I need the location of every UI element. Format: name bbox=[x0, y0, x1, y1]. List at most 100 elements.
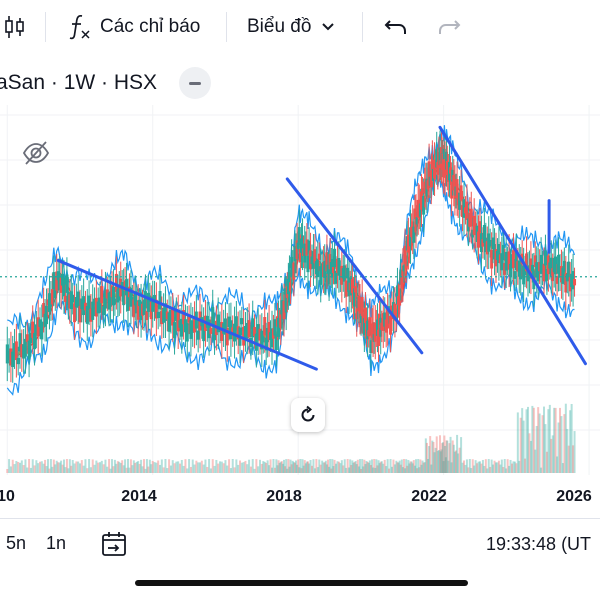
refresh-icon bbox=[301, 405, 315, 422]
volume-bar bbox=[300, 468, 303, 473]
volume-bar bbox=[111, 459, 113, 473]
chart-type-button[interactable]: Biểu đồ bbox=[247, 8, 335, 46]
volume-bar bbox=[342, 465, 345, 473]
volume-bar bbox=[263, 461, 266, 473]
volume-bar bbox=[233, 467, 236, 473]
volume-bar bbox=[386, 459, 389, 473]
candle-body bbox=[169, 309, 173, 321]
volume-bar bbox=[305, 461, 308, 473]
candle-body bbox=[256, 324, 260, 340]
volume-bar bbox=[128, 467, 131, 473]
candle-body bbox=[554, 256, 558, 275]
volume-bar bbox=[75, 461, 78, 473]
trendline-drawing bbox=[285, 177, 424, 355]
volume-bar bbox=[93, 464, 96, 473]
candle-body bbox=[96, 301, 100, 314]
undo-button[interactable] bbox=[383, 8, 409, 46]
volume-bar bbox=[352, 462, 355, 473]
candle-body bbox=[31, 321, 35, 338]
candle-body bbox=[344, 280, 348, 297]
symbol-legend: aSan · 1W · HSX bbox=[0, 64, 212, 102]
candle-body bbox=[282, 300, 286, 320]
time-axis: 10 2014 2018 2022 2026 bbox=[0, 476, 600, 516]
volume-bar bbox=[249, 466, 252, 473]
candle-body bbox=[225, 329, 229, 346]
candle-body bbox=[407, 243, 411, 252]
volume-bar bbox=[131, 465, 134, 473]
volume-bar bbox=[39, 461, 41, 473]
candle-body bbox=[296, 242, 300, 249]
go-to-date-icon[interactable] bbox=[100, 530, 128, 563]
volume-bar bbox=[470, 468, 473, 473]
range-button-5y[interactable]: 5n bbox=[6, 533, 27, 553]
volume-bar bbox=[461, 462, 464, 473]
volume-bar bbox=[505, 468, 508, 473]
volume-bar bbox=[278, 463, 281, 473]
candle-body bbox=[73, 303, 77, 323]
volume-bar bbox=[525, 409, 528, 473]
redo-button[interactable] bbox=[436, 8, 462, 46]
reset-scroll-button[interactable] bbox=[291, 398, 325, 432]
volume-bar bbox=[417, 459, 420, 473]
volume-bar bbox=[260, 463, 263, 473]
candle-body bbox=[71, 294, 75, 303]
volume-bar bbox=[251, 459, 254, 473]
volume-bar bbox=[495, 462, 497, 473]
volume-bar bbox=[296, 464, 299, 473]
volume-bar bbox=[509, 459, 512, 473]
volume-bar bbox=[47, 459, 49, 473]
volume-bar bbox=[388, 468, 391, 473]
candle-body bbox=[549, 257, 553, 277]
candle-body bbox=[375, 319, 379, 336]
volume-bar bbox=[435, 436, 438, 473]
volume-bar bbox=[226, 465, 229, 473]
volume-bar bbox=[502, 466, 505, 473]
candle-body bbox=[85, 306, 89, 324]
volume-bar bbox=[439, 435, 441, 473]
candle-body bbox=[481, 239, 485, 247]
candle-body bbox=[91, 301, 95, 320]
indicators-button[interactable]: Các chỉ báo bbox=[68, 8, 200, 46]
range-button-1y[interactable]: 1n bbox=[46, 533, 67, 553]
candle-body bbox=[187, 316, 191, 323]
candle-body bbox=[305, 239, 309, 256]
volume-bar bbox=[22, 465, 25, 473]
volume-bar bbox=[219, 461, 221, 473]
volume-bar bbox=[567, 445, 570, 473]
symbol-title[interactable]: aSan · 1W · HSX bbox=[0, 71, 158, 94]
volume-bar bbox=[557, 422, 560, 473]
volume-bar bbox=[272, 459, 275, 473]
hide-drawings-icon[interactable] bbox=[21, 138, 51, 173]
volume-bar bbox=[360, 468, 363, 473]
volume-bar bbox=[416, 468, 419, 473]
volume-bar bbox=[522, 420, 525, 473]
volume-bar bbox=[527, 406, 529, 473]
volume-bar bbox=[209, 468, 212, 473]
volume-bar bbox=[569, 410, 572, 473]
volume-bar bbox=[57, 462, 60, 473]
volume-bar bbox=[378, 463, 381, 473]
volume-bar bbox=[60, 460, 63, 473]
volume-bar bbox=[524, 458, 527, 473]
candle-body bbox=[11, 351, 15, 368]
candle-body bbox=[178, 320, 182, 328]
candle-body bbox=[180, 318, 184, 337]
volume-bar bbox=[140, 459, 143, 473]
candlestick-icon[interactable] bbox=[2, 8, 28, 46]
candle-body bbox=[231, 327, 235, 335]
candle-body bbox=[76, 291, 80, 308]
timezone-clock[interactable]: 19:33:48 (UT bbox=[486, 534, 592, 554]
candle-body bbox=[445, 160, 449, 176]
candle-body bbox=[234, 316, 238, 331]
collapse-legend-button[interactable] bbox=[179, 67, 212, 99]
candle-body bbox=[38, 319, 42, 327]
candle-body bbox=[93, 298, 97, 305]
volume-bar bbox=[244, 460, 247, 473]
time-axis-label: 2026 bbox=[556, 488, 592, 505]
volume-bar bbox=[371, 459, 373, 473]
volume-bar bbox=[446, 440, 449, 473]
volume-bar bbox=[458, 447, 461, 473]
candle-body bbox=[478, 221, 482, 232]
volume-bar bbox=[308, 463, 311, 473]
volume-bar bbox=[31, 459, 34, 473]
